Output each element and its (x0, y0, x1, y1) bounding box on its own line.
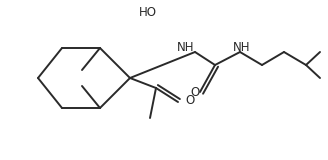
Text: HO: HO (139, 5, 157, 19)
Text: O: O (185, 95, 194, 108)
Text: NH: NH (233, 40, 251, 53)
Text: NH: NH (177, 40, 195, 53)
Text: O: O (190, 85, 200, 99)
